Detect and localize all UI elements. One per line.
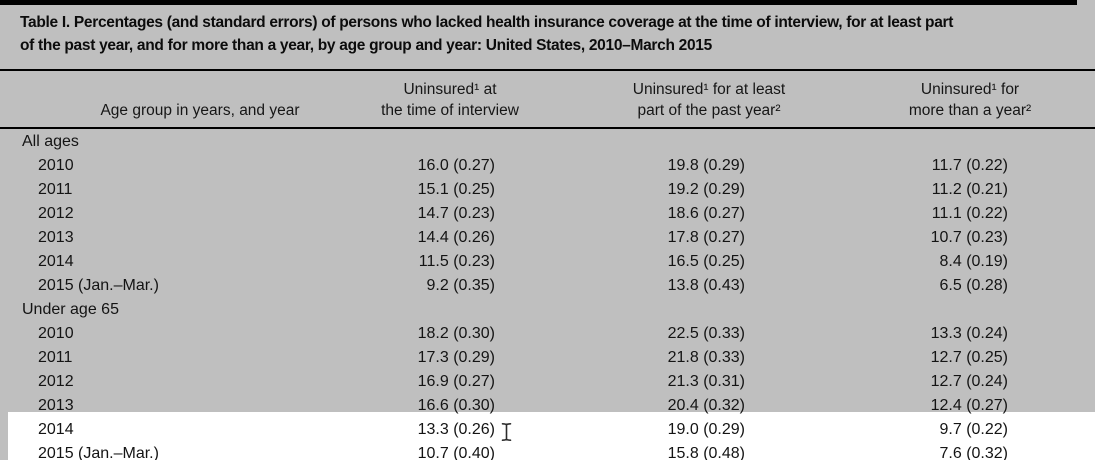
row-label-year: 2013: [38, 229, 74, 246]
table-row: 2015 (Jan.–Mar.) 10.7 (0.40) 15.8 (0.48) 7.…: [0, 442, 1095, 460]
cell-value: 16.6 (0.30): [417, 397, 495, 414]
cell-value: 11.1 (0.22): [931, 205, 1008, 222]
cell-value: 14.7 (0.23): [417, 205, 495, 222]
row-label-year: 2010: [38, 157, 74, 174]
cell-value: 21.8 (0.33): [667, 349, 745, 366]
column-header-uninsured-at-interview: Uninsured¹ at the time of interview: [381, 81, 519, 119]
highlight-band: [8, 412, 1095, 460]
cell-value: 21.3 (0.31): [667, 373, 745, 390]
cell-value: 19.0 (0.29): [667, 421, 745, 438]
row-label-year: 2012: [38, 373, 74, 390]
cell-value: 7.6 (0.32): [939, 445, 1008, 460]
cell-value: 10.7 (0.23): [930, 229, 1008, 246]
cell-value: 16.5 (0.25): [667, 253, 745, 270]
cell-value: 16.9 (0.27): [417, 373, 495, 390]
table-row: 2013 16.6 (0.30) 20.4 (0.32) 12.4 (0.27): [0, 394, 1095, 418]
cell-value: 9.2 (0.35): [426, 277, 495, 294]
table-row: 2011 15.1 (0.25) 19.2 (0.29) 11.2 (0.21): [0, 178, 1095, 202]
table-title-line1: Table I. Percentages (and standard error…: [20, 14, 954, 31]
cell-value: 13.3 (0.24): [930, 325, 1008, 342]
table-row: 2010 18.2 (0.30) 22.5 (0.33) 13.3 (0.24): [0, 322, 1095, 346]
row-label-year: 2011: [38, 349, 73, 366]
cell-value: 17.8 (0.27): [667, 229, 745, 246]
cell-value: 22.5 (0.33): [667, 325, 745, 342]
group-header-row: All ages: [0, 130, 1095, 154]
group-label: All ages: [22, 133, 79, 150]
cell-value: 15.8 (0.48): [667, 445, 745, 460]
cell-value: 9.7 (0.22): [939, 421, 1008, 438]
cell-value: 18.2 (0.30): [417, 325, 495, 342]
cell-value: 13.3 (0.26): [417, 421, 495, 438]
cell-value: 12.7 (0.25): [930, 349, 1008, 366]
row-label-year: 2014: [38, 421, 74, 438]
cell-value: 14.4 (0.26): [417, 229, 495, 246]
table-title-line2: of the past year, and for more than a ye…: [20, 37, 712, 54]
cell-value: 12.7 (0.24): [930, 373, 1008, 390]
row-label-year: 2012: [38, 205, 74, 222]
i-beam-cursor: [500, 422, 513, 447]
cell-value: 12.4 (0.27): [930, 397, 1008, 414]
group-label: Under age 65: [22, 301, 119, 318]
header-bottom-rule: [0, 127, 1095, 129]
cell-value: 10.7 (0.40): [417, 445, 495, 460]
cell-value: 11.2 (0.21): [931, 181, 1008, 198]
row-label-year: 2015 (Jan.–Mar.): [38, 445, 159, 460]
table-row: 2014 11.5 (0.23) 16.5 (0.25) 8.4 (0.19): [0, 250, 1095, 274]
cell-value: 19.8 (0.29): [667, 157, 745, 174]
column-header-uninsured-part-of-year: Uninsured¹ for at least part of the past…: [632, 81, 786, 119]
row-label-year: 2013: [38, 397, 74, 414]
cell-value: 18.6 (0.27): [667, 205, 745, 222]
table-row: 2012 16.9 (0.27) 21.3 (0.31) 12.7 (0.24): [0, 370, 1095, 394]
cell-value: 8.4 (0.19): [939, 253, 1008, 270]
table-row: 2012 14.7 (0.23) 18.6 (0.27) 11.1 (0.22): [0, 202, 1095, 226]
row-label-year: 2015 (Jan.–Mar.): [38, 277, 159, 294]
table-row: 2014 13.3 (0.26) 19.0 (0.29) 9.7 (0.22): [0, 418, 1095, 442]
table-title: Table I. Percentages (and standard error…: [20, 11, 1090, 57]
table-row: 2011 17.3 (0.29) 21.8 (0.33) 12.7 (0.25): [0, 346, 1095, 370]
table-body: All ages 2010 16.0 (0.27) 19.8 (0.29) 11.7 (…: [0, 130, 1095, 460]
table-row: 2013 14.4 (0.26) 17.8 (0.27) 10.7 (0.23): [0, 226, 1095, 250]
table-row: 2010 16.0 (0.27) 19.8 (0.29) 11.7 (0.22): [0, 154, 1095, 178]
group-header-row: Under age 65: [0, 298, 1095, 322]
row-label-year: 2011: [38, 181, 73, 198]
cell-value: 6.5 (0.28): [939, 277, 1008, 294]
row-label-year: 2014: [38, 253, 74, 270]
cell-value: 16.0 (0.27): [417, 157, 495, 174]
table-row: 2015 (Jan.–Mar.) 9.2 (0.35) 13.8 (0.43) 6.5…: [0, 274, 1095, 298]
top-rule: [0, 0, 1077, 5]
cell-value: 17.3 (0.29): [417, 349, 495, 366]
cell-value: 11.7 (0.22): [931, 157, 1008, 174]
header-top-rule: [0, 69, 1095, 71]
cell-value: 13.8 (0.43): [667, 277, 745, 294]
column-header-age-group: Age group in years, and year: [100, 102, 300, 119]
cell-value: 15.1 (0.25): [417, 181, 495, 198]
column-header-uninsured-more-than-year: Uninsured¹ for more than a year²: [908, 81, 1032, 119]
cell-value: 11.5 (0.23): [418, 253, 495, 270]
cell-value: 19.2 (0.29): [667, 181, 745, 198]
cell-value: 20.4 (0.32): [667, 397, 745, 414]
row-label-year: 2010: [38, 325, 74, 342]
